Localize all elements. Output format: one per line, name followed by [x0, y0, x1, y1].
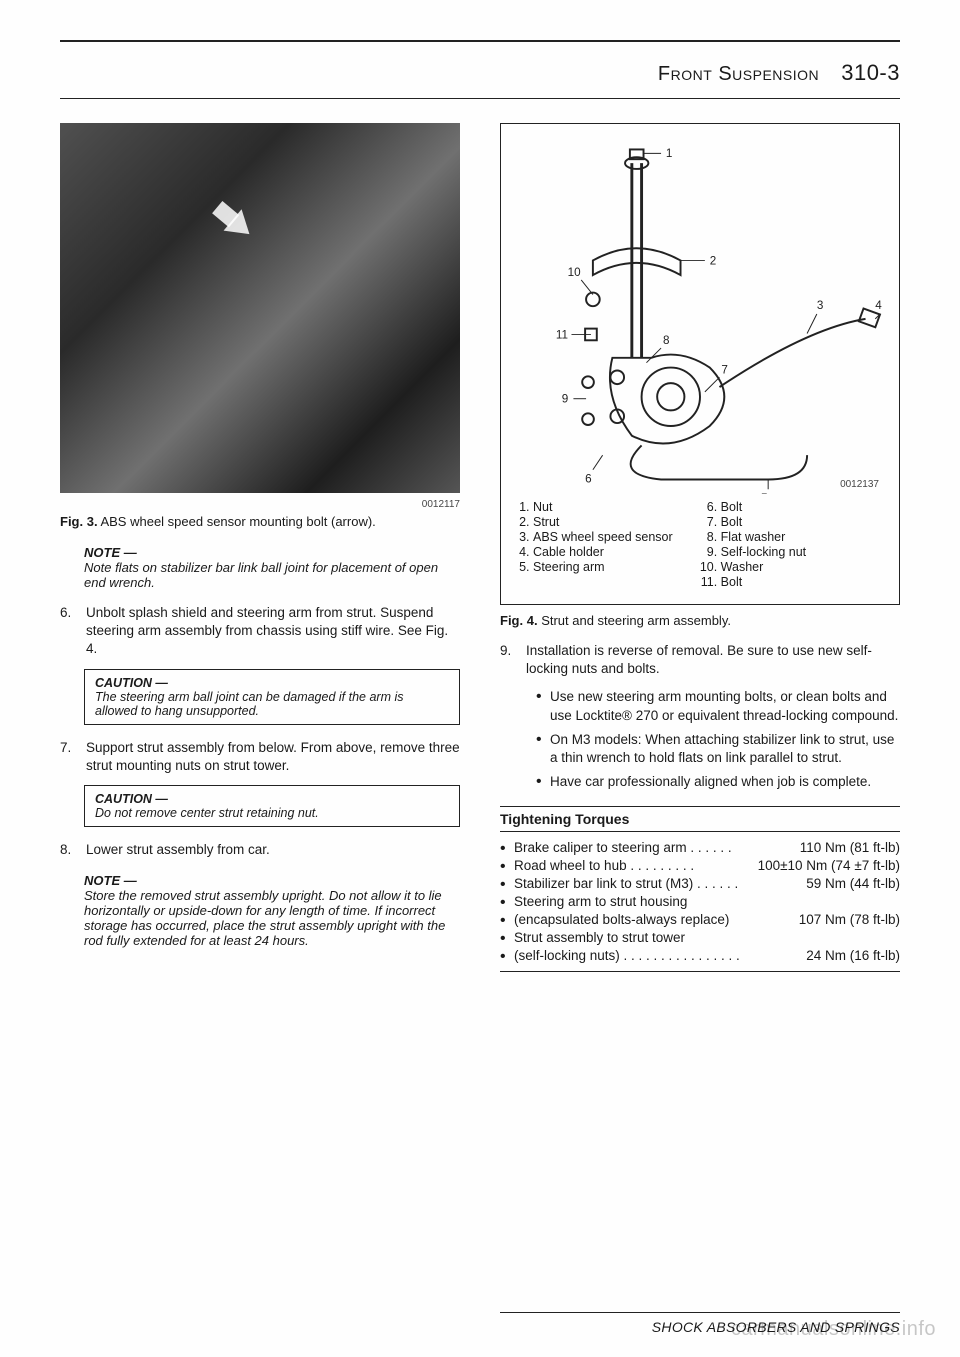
tq-7: (self-locking nuts) . . . . . . . . . . … [500, 948, 900, 963]
tq7-label: (self-locking nuts) . . . . . . . . . . … [514, 948, 740, 963]
fig4-label: Fig. 4. [500, 613, 538, 628]
part-11: Bolt [721, 575, 806, 589]
step-6: 6. Unbolt splash shield and steering arm… [60, 604, 460, 659]
tq-6: Strut assembly to strut tower [500, 930, 900, 945]
fig3-photo [60, 123, 460, 493]
note-1: NOTE — Note flats on stabilizer bar link… [84, 545, 460, 590]
fig3-caption: Fig. 3. ABS wheel speed sensor mounting … [60, 514, 460, 529]
torque-bottom-rule [500, 971, 900, 972]
left-column: 0012117 Fig. 3. ABS wheel speed sensor m… [60, 123, 460, 1335]
fig4-diagram: 1 2 3 4 5 6 7 8 9 10 11 0012137 [515, 134, 885, 494]
bullet-2: On M3 models: When attaching stabilizer … [536, 731, 900, 767]
photo-arrow [224, 209, 259, 245]
photo-code: 0012117 [60, 499, 460, 510]
caution2-body: Do not remove center strut retaining nut… [95, 806, 449, 820]
right-column: 1 2 3 4 5 6 7 8 9 10 11 0012137 [500, 123, 900, 1335]
step9-num: 9. [500, 642, 518, 678]
step-9: 9. Installation is reverse of removal. B… [500, 642, 900, 678]
tq5-label: (encapsulated bolts-always replace) [514, 912, 729, 927]
tq1-label: Brake caliper to steering arm . . . . . … [514, 840, 732, 855]
dl-5: 5 [761, 492, 768, 494]
dl-2: 2 [710, 254, 717, 267]
dl-8: 8 [663, 334, 670, 347]
note2-body: Store the removed strut assembly upright… [84, 888, 460, 948]
tq1-val: 110 Nm (81 ft-lb) [800, 840, 900, 855]
note1-head: NOTE — [84, 545, 460, 560]
tq6-label: Strut assembly to strut tower [514, 930, 685, 945]
tq3-label: Stabilizer bar link to strut (M3) . . . … [514, 876, 738, 891]
part-5: Steering arm [533, 560, 673, 574]
tq4-label: Steering arm to strut housing [514, 894, 687, 909]
fig4-caption: Fig. 4. Strut and steering arm assembly. [500, 613, 900, 628]
part-8: Flat washer [721, 530, 806, 544]
fig3-label: Fig. 3. [60, 514, 98, 529]
watermark: carmanualsonline.info [731, 1318, 936, 1341]
tq2-label: Road wheel to hub . . . . . . . . . [514, 858, 694, 873]
fig4-diagram-box: 1 2 3 4 5 6 7 8 9 10 11 0012137 [500, 123, 900, 605]
step8-num: 8. [60, 841, 78, 859]
fig3-text: ABS wheel speed sensor mounting bolt (ar… [100, 514, 375, 529]
tq-2: Road wheel to hub . . . . . . . . . 100±1… [500, 858, 900, 873]
step7-text: Support strut assembly from below. From … [86, 739, 460, 775]
dl-10: 10 [568, 266, 581, 279]
bullet-1: Use new steering arm mounting bolts, or … [536, 688, 900, 724]
top-rule [60, 40, 900, 42]
torque-heading: Tightening Torques [500, 806, 900, 832]
dl-6: 6 [585, 472, 592, 485]
dl-11: 11 [556, 328, 568, 341]
tq-4: Steering arm to strut housing [500, 894, 900, 909]
tq-3: Stabilizer bar link to strut (M3) . . . … [500, 876, 900, 891]
section-title: Front Suspension [658, 63, 819, 85]
page-header: Front Suspension 310-3 [60, 50, 900, 99]
caution1-body: The steering arm ball joint can be damag… [95, 690, 449, 718]
dl-1: 1 [666, 147, 673, 160]
part-3: ABS wheel speed sensor [533, 530, 673, 544]
dl-9: 9 [562, 393, 569, 406]
parts-legend: Nut Strut ABS wheel speed sensor Cable h… [515, 500, 885, 590]
bullet-3: Have car professionally aligned when job… [536, 773, 900, 791]
tq7-val: 24 Nm (16 ft-lb) [806, 948, 900, 963]
tq2-val: 100±10 Nm (74 ±7 ft-lb) [758, 858, 900, 873]
step-8: 8. Lower strut assembly from car. [60, 841, 460, 859]
dl-7: 7 [721, 363, 728, 376]
dl-3: 3 [817, 299, 824, 312]
caution-2: CAUTION — Do not remove center strut ret… [84, 785, 460, 827]
part-1: Nut [533, 500, 673, 514]
note-2: NOTE — Store the removed strut assembly … [84, 873, 460, 948]
caution2-head: CAUTION — [95, 792, 449, 806]
step6-num: 6. [60, 604, 78, 659]
step6-text: Unbolt splash shield and steering arm fr… [86, 604, 460, 659]
diagram-code: 0012137 [840, 479, 879, 490]
step8-text: Lower strut assembly from car. [86, 841, 270, 859]
part-2: Strut [533, 515, 673, 529]
tq3-val: 59 Nm (44 ft-lb) [806, 876, 900, 891]
part-7: Bolt [721, 515, 806, 529]
step-7: 7. Support strut assembly from below. Fr… [60, 739, 460, 775]
page-number: 310-3 [841, 60, 900, 85]
note2-head: NOTE — [84, 873, 460, 888]
part-6: Bolt [721, 500, 806, 514]
step9-lead: Installation is reverse of removal. Be s… [526, 642, 900, 678]
step7-num: 7. [60, 739, 78, 775]
dl-4: 4 [875, 299, 882, 312]
tq-5: (encapsulated bolts-always replace) 107 N… [500, 912, 900, 927]
caution-1: CAUTION — The steering arm ball joint ca… [84, 669, 460, 725]
fig4-text: Strut and steering arm assembly. [541, 613, 731, 628]
torque-list: Brake caliper to steering arm . . . . . … [500, 840, 900, 963]
note1-body: Note flats on stabilizer bar link ball j… [84, 560, 460, 590]
caution1-head: CAUTION — [95, 676, 449, 690]
part-9: Self-locking nut [721, 545, 806, 559]
part-10: Washer [721, 560, 806, 574]
tq5-val: 107 Nm (78 ft-lb) [799, 912, 900, 927]
tq-1: Brake caliper to steering arm . . . . . … [500, 840, 900, 855]
part-4: Cable holder [533, 545, 673, 559]
